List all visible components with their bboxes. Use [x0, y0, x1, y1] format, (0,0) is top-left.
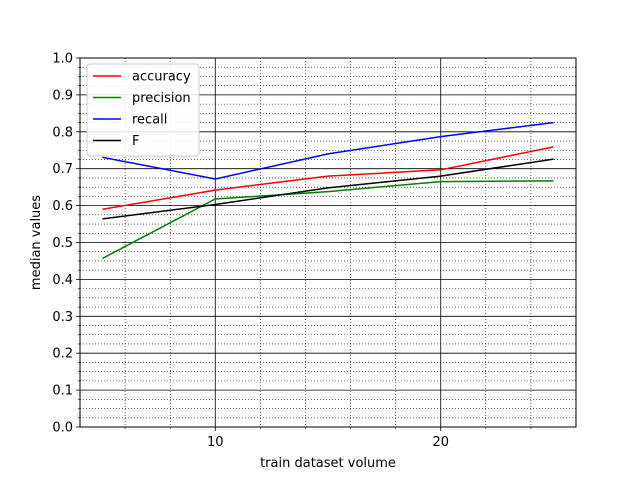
legend-label-accuracy: accuracy	[132, 70, 191, 85]
series-line-recall	[102, 121, 554, 180]
series-layer	[102, 121, 554, 260]
y-tick-label: 0.6	[52, 199, 73, 214]
legend-label-recall: recall	[132, 113, 167, 128]
y-tick-label: 0.4	[52, 273, 73, 288]
series-line-precision	[102, 180, 554, 260]
y-tick-label: 0.1	[52, 384, 73, 399]
x-tick-label: 10	[207, 435, 224, 450]
y-tick-label: 0.0	[52, 421, 73, 436]
legend: accuracy precision recall F	[86, 63, 200, 157]
y-tick-label: 0.2	[52, 347, 73, 362]
y-tick-label: 0.9	[52, 88, 73, 103]
legend-label-f: F	[132, 134, 139, 149]
y-tick-label: 0.5	[52, 236, 73, 251]
x-tick-label: 20	[432, 435, 449, 450]
series-line-accuracy	[102, 146, 554, 211]
legend-label-precision: precision	[132, 91, 191, 106]
tick-labels: 0.0 0.1 0.2 0.3 0.4 0.5 0.6 0.7 0.8 0.9 1.0 10 20	[52, 52, 449, 451]
y-tick-label: 1.0	[52, 52, 73, 67]
y-tick-label: 0.8	[52, 125, 73, 140]
series-line-f	[102, 158, 554, 220]
y-tick-label: 0.3	[52, 310, 73, 325]
y-tick-label: 0.7	[52, 162, 73, 177]
axis-ticks	[76, 57, 532, 431]
y-axis-label: median values	[29, 195, 44, 290]
legend-box	[86, 63, 200, 157]
x-axis-label: train dataset volume	[260, 456, 396, 471]
